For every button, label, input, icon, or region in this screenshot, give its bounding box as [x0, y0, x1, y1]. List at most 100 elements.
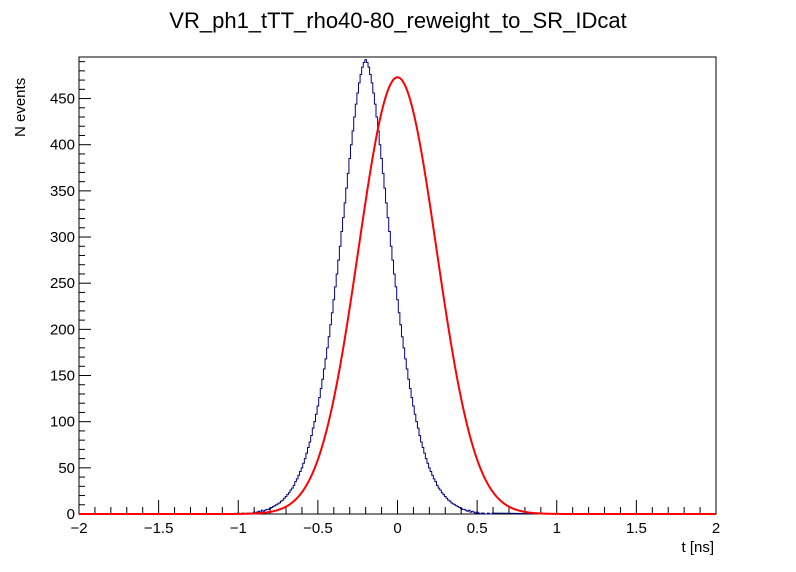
- histogram-bin: [349, 159, 351, 514]
- histogram-bin: [430, 472, 432, 514]
- histogram-bin: [355, 104, 357, 514]
- y-axis: 0 50 100 150 200 250 300 350 400 450: [50, 61, 91, 523]
- plot-frame: [78, 56, 717, 515]
- histogram-bin: [378, 131, 380, 514]
- histogram-bin: [405, 359, 407, 514]
- histogram-bin: [438, 488, 440, 514]
- histogram-bin: [389, 231, 391, 514]
- histogram-bin: [424, 453, 426, 514]
- histogram-bin: [344, 203, 346, 514]
- histogram-bin: [451, 503, 453, 514]
- histogram-bin: [395, 287, 397, 514]
- histogram-bin: [387, 218, 389, 514]
- histogram-bin: [347, 173, 349, 514]
- histogram-bin: [443, 495, 445, 514]
- x-tick-label: 1.5: [626, 520, 647, 537]
- histogram-bin: [394, 274, 396, 514]
- y-tick-label: 250: [50, 275, 75, 292]
- histogram-bin: [371, 83, 373, 514]
- histogram-bin: [363, 63, 365, 514]
- chart-title: VR_ph1_tTT_rho40-80_reweight_to_SR_IDcat: [169, 8, 626, 33]
- histogram-bin: [400, 325, 402, 514]
- y-tick-label: 50: [58, 460, 75, 477]
- histogram-bin: [357, 93, 359, 514]
- x-axis-label: t [ns]: [681, 539, 714, 556]
- x-tick-label: 1: [553, 520, 561, 537]
- y-tick-label: 450: [50, 91, 75, 108]
- histogram-bin: [448, 500, 450, 514]
- histogram-bin: [343, 218, 345, 514]
- histogram-bin: [413, 406, 415, 514]
- histogram-bin: [416, 422, 418, 514]
- x-tick-label: −1.5: [144, 520, 174, 537]
- histogram-bin: [354, 117, 356, 514]
- histogram-bin: [440, 490, 442, 514]
- histogram-bin: [384, 188, 386, 514]
- histogram-bin: [398, 313, 400, 514]
- histogram-bin: [333, 300, 335, 514]
- histogram-bin: [358, 83, 360, 514]
- histogram-bin: [432, 475, 434, 514]
- histogram-bin: [341, 231, 343, 514]
- x-tick-label: −1: [230, 520, 247, 537]
- histogram-bin: [390, 246, 392, 514]
- histogram-bins: [237, 60, 493, 514]
- histogram-bin: [386, 203, 388, 514]
- histogram-bin: [336, 274, 338, 514]
- histogram-bin: [421, 442, 423, 514]
- histogram-bin: [339, 246, 341, 514]
- histogram-bin: [382, 173, 384, 514]
- histogram-bin: [403, 348, 405, 514]
- histogram-bin: [401, 337, 403, 514]
- histogram-bin: [437, 485, 439, 514]
- x-axis: −2 −1.5 −1 −0.5 0 0.5 1 1.5 2: [70, 500, 720, 537]
- histogram-bin: [346, 188, 348, 514]
- histogram-bin: [365, 60, 367, 514]
- x-tick-label: −2: [70, 520, 87, 537]
- histogram-bin: [414, 414, 416, 514]
- histogram-bin: [425, 459, 427, 514]
- histogram-bin: [381, 159, 383, 514]
- x-tick-label: 0.5: [467, 520, 488, 537]
- x-tick-label: −0.5: [303, 520, 333, 537]
- histogram-bin: [379, 145, 381, 514]
- histogram-bin: [338, 260, 340, 514]
- histogram-bin: [374, 104, 376, 514]
- histogram-bin: [435, 482, 437, 514]
- histogram-bin: [351, 145, 353, 514]
- histogram-bin: [360, 75, 362, 514]
- histogram-bin: [408, 379, 410, 514]
- histogram-bin: [335, 287, 337, 514]
- histogram-bin: [406, 369, 408, 514]
- histogram-bin: [366, 63, 368, 514]
- x-tick-label: 0: [393, 520, 401, 537]
- histogram-bin: [368, 67, 370, 514]
- histogram-outline: [79, 59, 716, 515]
- histogram-bin: [422, 448, 424, 514]
- histogram-bin: [462, 509, 464, 514]
- fit-curve: [79, 76, 716, 515]
- histogram-bin: [452, 504, 454, 514]
- histogram-bin: [411, 398, 413, 514]
- histogram-bin: [433, 479, 435, 514]
- y-tick-label: 300: [50, 229, 75, 246]
- y-tick-label: 0: [67, 506, 75, 523]
- histogram-bin: [376, 117, 378, 514]
- y-tick-label: 100: [50, 414, 75, 431]
- histogram-bin: [397, 300, 399, 514]
- y-tick-label: 400: [50, 137, 75, 154]
- histogram-bin: [427, 463, 429, 514]
- histogram-bin: [446, 498, 448, 514]
- y-tick-label: 350: [50, 183, 75, 200]
- histogram-bin: [362, 67, 364, 514]
- histogram-bin: [417, 428, 419, 514]
- x-tick-label: 2: [712, 520, 720, 537]
- y-tick-label: 150: [50, 368, 75, 385]
- y-tick-label: 200: [50, 321, 75, 338]
- histogram-bin: [409, 388, 411, 514]
- histogram-bin: [352, 131, 354, 514]
- histogram-bin: [419, 436, 421, 514]
- histogram-bin: [441, 493, 443, 514]
